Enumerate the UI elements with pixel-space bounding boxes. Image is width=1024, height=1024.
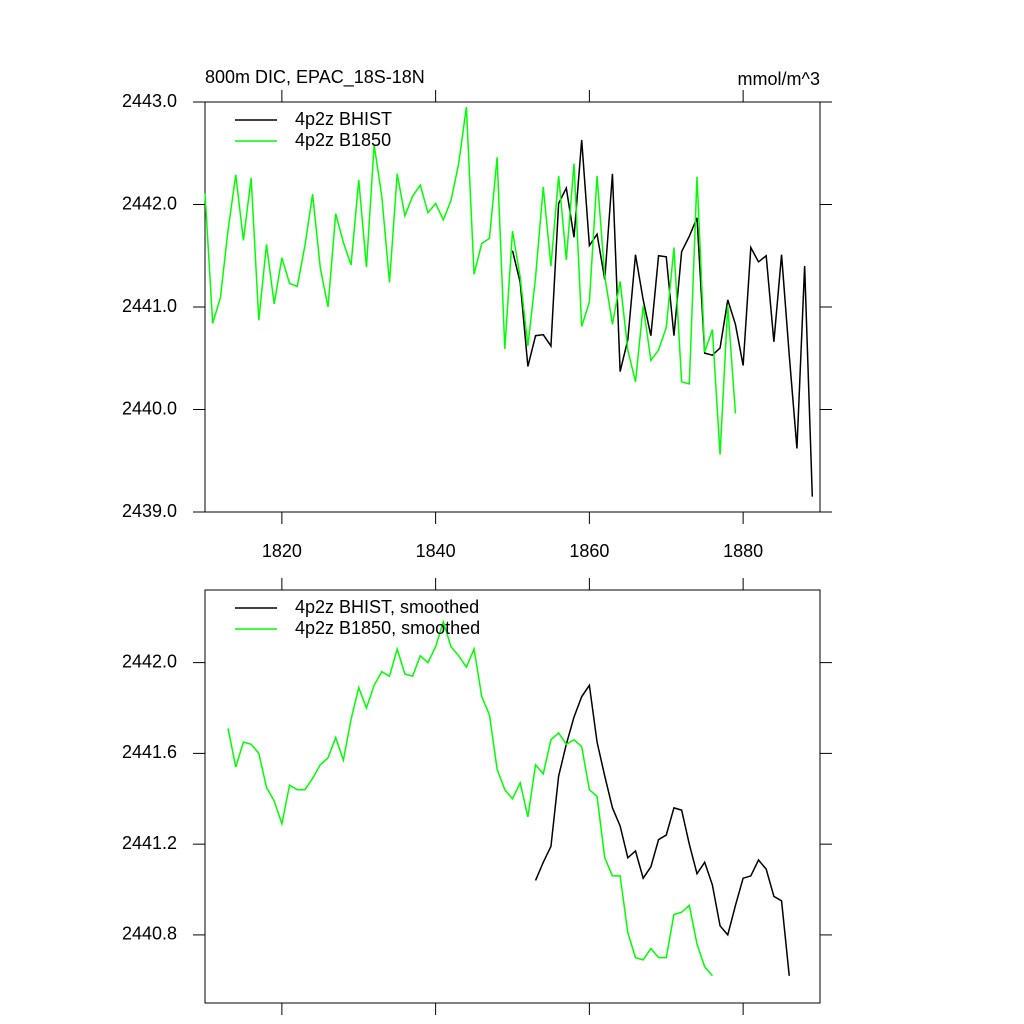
y-tick-label: 2442.0 — [122, 193, 177, 213]
y-tick-label: 2441.6 — [122, 742, 177, 762]
y-tick-label: 2441.0 — [122, 296, 177, 316]
chart-title: 800m DIC, EPAC_18S-18N — [205, 67, 425, 88]
y-tick-label: 2443.0 — [122, 91, 177, 111]
x-tick-label: 1840 — [416, 541, 456, 561]
data-line — [227, 619, 713, 977]
data-line — [511, 139, 814, 497]
legend-label: 4p2z BHIST — [295, 109, 392, 129]
legend-label: 4p2z BHIST, smoothed — [295, 597, 479, 617]
y-tick-label: 2440.0 — [122, 398, 177, 418]
y-tick-label: 2442.0 — [122, 651, 177, 671]
x-tick-label: 1880 — [723, 541, 763, 561]
y-tick-label: 2440.8 — [122, 924, 177, 944]
legend-label: 4p2z B1850, smoothed — [295, 618, 480, 638]
plot-frame — [204, 589, 821, 1004]
data-line — [534, 683, 790, 976]
x-tick-label: 1820 — [262, 541, 302, 561]
legend-label: 4p2z B1850 — [295, 130, 391, 150]
x-tick-label: 1860 — [569, 541, 609, 561]
units-label: mmol/m^3 — [738, 69, 820, 89]
y-tick-label: 2439.0 — [122, 501, 177, 521]
y-tick-label: 2441.2 — [122, 833, 177, 853]
data-line — [204, 107, 737, 455]
